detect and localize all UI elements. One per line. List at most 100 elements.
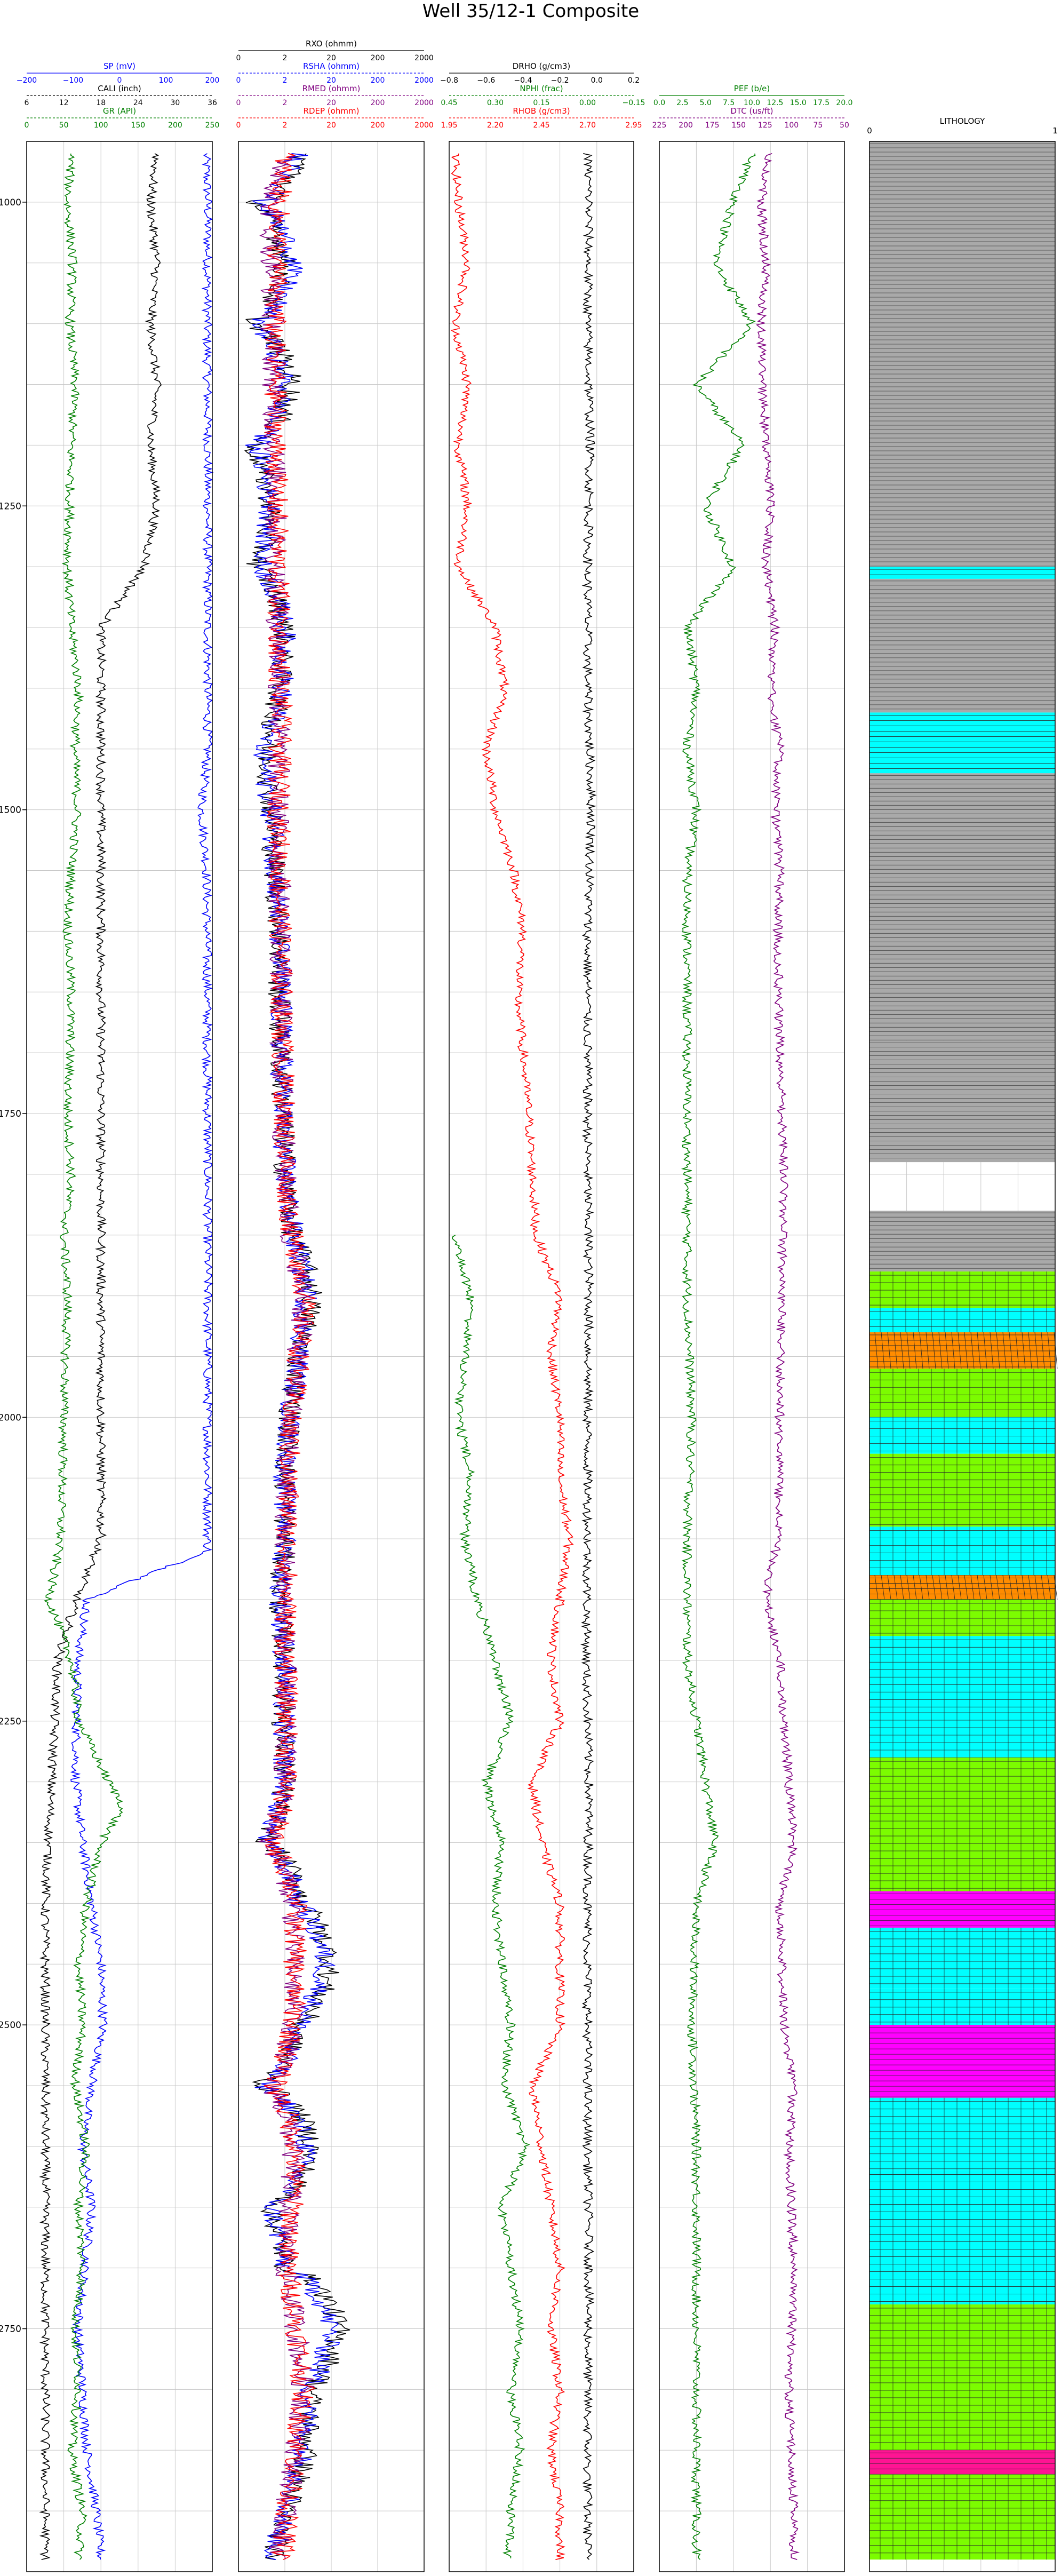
curve-name: NPHI (frac) (520, 84, 563, 93)
curve-tick-label: 225 (652, 121, 667, 130)
lithology-hatch (1041, 1575, 1045, 1600)
lithology-hatch (1009, 1332, 1013, 1369)
lithology-hatch (906, 1575, 911, 1600)
curve-tick-label: 7.5 (723, 99, 735, 107)
lithology-hatch (913, 1575, 917, 1600)
curve-tick-label: 2.5 (676, 99, 688, 107)
curve-name: DTC (us/ft) (730, 106, 773, 116)
lithology-hatch (945, 1332, 949, 1369)
lithology-hatch (938, 1332, 943, 1369)
curve-tick-label: 18 (96, 99, 106, 107)
curve-tick-label: 10.0 (744, 99, 760, 107)
lithology-interval-halite (869, 2450, 1055, 2475)
lithology-hatch (1015, 1575, 1019, 1600)
curve-tick-label: 0 (236, 54, 241, 62)
curve-name: RXO (ohmm) (306, 39, 357, 49)
lithology-hatch (1009, 1575, 1013, 1600)
lithology-hatch (945, 1575, 949, 1600)
lithology-hatch (964, 1332, 968, 1369)
lithology-hatch (919, 1332, 923, 1369)
lithology-hatch (1047, 1332, 1051, 1369)
lithology-interval-limestone (869, 1453, 1055, 1527)
curve-tick-label: 0.45 (441, 99, 457, 107)
lithology-hatch (881, 1575, 885, 1600)
curve-tick-label: 2000 (414, 54, 434, 62)
curve-tick-label: 2.20 (487, 121, 504, 130)
curve-tick-label: 100 (94, 121, 108, 130)
lithology-hatch (970, 1332, 975, 1369)
depth-tick-label: 1750 (0, 1109, 21, 1119)
curve-tick-label: 5.0 (700, 99, 712, 107)
lithology-hatch (1022, 1332, 1026, 1369)
track-frame (659, 141, 845, 2572)
curve-rmed (258, 153, 315, 2560)
curve-tick-label: 2.95 (625, 121, 642, 130)
track-frame (869, 141, 1056, 2572)
lithology-interval-shale (869, 1211, 1055, 1272)
lithology-hatch (874, 1332, 879, 1369)
lithology-hatch (1054, 1575, 1058, 1600)
curve-tick-label: 0 (236, 121, 241, 130)
lithology-interval-marl (869, 2170, 1055, 2304)
curve-tick-label: 0 (236, 99, 241, 107)
curve-tick-label: 2000 (414, 76, 434, 85)
lithology-hatch (906, 1332, 911, 1369)
lithology-interval-calcareous (869, 1636, 1055, 1709)
curve-rhob (450, 153, 574, 2560)
curve-tick-label: 100 (159, 76, 173, 85)
curve-tick-label: −100 (63, 76, 83, 85)
lithology-hatch (983, 1575, 987, 1600)
curve-tick-label: 0 (117, 76, 122, 85)
track-frame (26, 141, 213, 2572)
curve-tick-label: −0.6 (477, 76, 495, 85)
lithology-interval-marl (869, 1308, 1055, 1332)
lithology-hatch (983, 1332, 987, 1369)
lithology-hatch (1034, 1575, 1039, 1600)
lithology-hatch (932, 1332, 936, 1369)
depth-tick-label: 2250 (0, 1716, 21, 1727)
curve-tick-label: 75 (813, 121, 823, 130)
track-scale-min: 0 (867, 126, 872, 136)
lithology-interval-marl (869, 1708, 1055, 1758)
lithology-hatch (977, 1332, 981, 1369)
curve-rdep (264, 153, 316, 2560)
lithology-hatch (887, 1332, 891, 1369)
curve-tick-label: 0.0 (591, 76, 603, 85)
curve-tick-label: 0 (25, 121, 29, 130)
curve-tick-label: 0.00 (579, 99, 596, 107)
depth-tick-label: 1500 (0, 805, 21, 816)
curve-tick-label: 200 (371, 54, 385, 62)
curve-tick-label: 250 (205, 121, 220, 130)
curve-tick-label: −0.4 (514, 76, 532, 85)
depth-tick-label: 2000 (0, 1412, 21, 1423)
curve-tick-label: 2.45 (533, 121, 549, 130)
lithology-interval-shale (869, 578, 1055, 713)
chart-title: Well 35/12-1 Composite (422, 1, 639, 22)
lithology-hatch (964, 1575, 968, 1600)
curve-tick-label: 20 (326, 121, 336, 130)
curve-tick-label: −0.15 (623, 99, 645, 107)
lithology-hatch (938, 1575, 943, 1600)
lithology-interval-limestone (869, 1369, 1055, 1418)
lithology-interval-marl (869, 1417, 1055, 1454)
lithology-hatch (1022, 1575, 1026, 1600)
lithology-hatch (958, 1332, 962, 1369)
curve-tick-label: 17.5 (813, 99, 829, 107)
lithology-hatch (958, 1575, 962, 1600)
curve-tick-label: 175 (705, 121, 720, 130)
lithology-hatch (990, 1332, 994, 1369)
curve-tick-label: 2000 (414, 121, 434, 130)
curve-tick-label: 24 (133, 99, 143, 107)
lithology-hatch (996, 1575, 1000, 1600)
curve-pef (681, 153, 756, 2560)
curve-tick-label: 20.0 (836, 99, 852, 107)
curve-drho (580, 153, 597, 2560)
lithology-hatch (887, 1575, 891, 1600)
lithology-hatch (881, 1332, 885, 1369)
curve-tick-label: 200 (679, 121, 693, 130)
curve-tick-label: 200 (371, 121, 385, 130)
lithology-interval-anhydrite (869, 1891, 1055, 1928)
curve-rxo (244, 153, 350, 2560)
curve-tick-label: 1.95 (441, 121, 457, 130)
curve-tick-label: 36 (208, 99, 217, 107)
